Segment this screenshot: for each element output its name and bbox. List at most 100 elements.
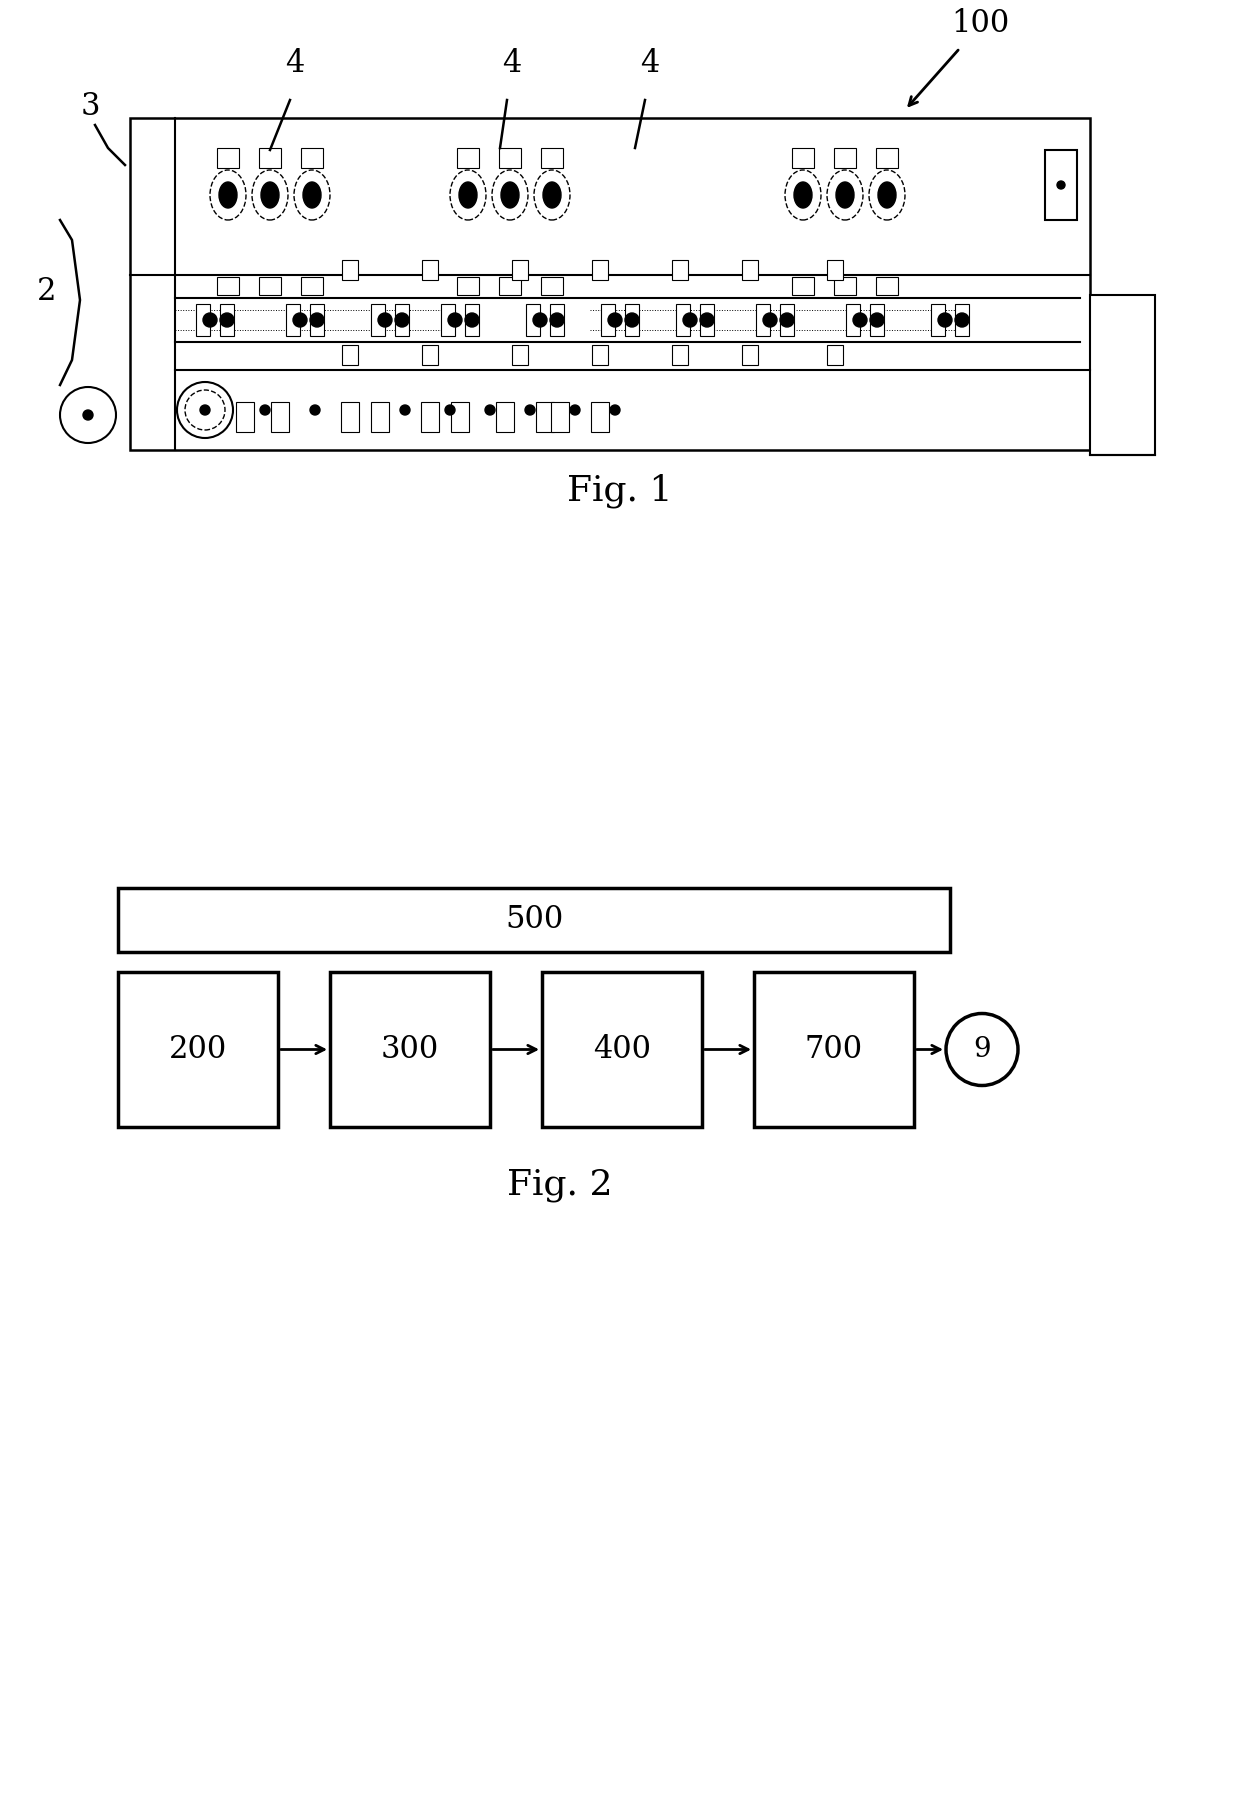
Bar [742, 346, 758, 366]
Bar [498, 277, 521, 295]
Bar [342, 346, 358, 366]
Bar [286, 304, 300, 337]
Bar [422, 402, 439, 432]
Bar [955, 304, 968, 337]
Bar [742, 259, 758, 279]
Bar [827, 259, 843, 279]
Bar [301, 148, 322, 167]
Ellipse shape [701, 313, 714, 328]
Text: 4: 4 [285, 49, 305, 79]
Ellipse shape [570, 405, 580, 414]
Ellipse shape [378, 313, 392, 328]
Circle shape [946, 1014, 1018, 1086]
Text: 4: 4 [502, 49, 522, 79]
Bar [756, 304, 770, 337]
Bar [118, 973, 278, 1127]
Bar [441, 304, 455, 337]
Bar [458, 148, 479, 167]
Bar [422, 259, 438, 279]
Ellipse shape [608, 313, 622, 328]
Bar [591, 346, 608, 366]
Bar [536, 402, 554, 432]
Ellipse shape [534, 169, 570, 220]
Bar [259, 148, 281, 167]
Bar [512, 346, 528, 366]
Ellipse shape [219, 313, 234, 328]
Ellipse shape [485, 405, 495, 414]
Ellipse shape [293, 313, 308, 328]
Bar [780, 304, 794, 337]
Ellipse shape [763, 313, 777, 328]
Circle shape [60, 387, 117, 443]
Bar [672, 346, 688, 366]
Bar [371, 304, 384, 337]
Ellipse shape [525, 405, 534, 414]
Ellipse shape [260, 405, 270, 414]
Ellipse shape [465, 313, 479, 328]
Bar [541, 148, 563, 167]
Text: 200: 200 [169, 1034, 227, 1064]
Bar [219, 304, 234, 337]
Bar [1090, 295, 1154, 456]
Ellipse shape [501, 182, 520, 207]
Ellipse shape [445, 405, 455, 414]
Ellipse shape [853, 313, 867, 328]
Bar [458, 277, 479, 295]
Bar [672, 259, 688, 279]
Ellipse shape [459, 182, 477, 207]
Ellipse shape [260, 182, 279, 207]
Text: 300: 300 [381, 1034, 439, 1064]
Ellipse shape [836, 182, 854, 207]
Text: 3: 3 [81, 92, 99, 122]
Bar [591, 259, 608, 279]
Bar [827, 346, 843, 366]
Ellipse shape [294, 169, 330, 220]
Text: 9: 9 [973, 1036, 991, 1063]
Ellipse shape [683, 313, 697, 328]
Bar [341, 402, 360, 432]
Circle shape [177, 382, 233, 438]
Bar [498, 148, 521, 167]
Bar [931, 304, 945, 337]
Ellipse shape [827, 169, 863, 220]
Bar [792, 277, 813, 295]
Ellipse shape [83, 411, 93, 420]
Bar [792, 148, 813, 167]
Ellipse shape [543, 182, 560, 207]
Bar [396, 304, 409, 337]
Ellipse shape [937, 313, 952, 328]
Ellipse shape [310, 313, 324, 328]
Bar [875, 277, 898, 295]
Bar [1045, 149, 1078, 220]
Bar [342, 259, 358, 279]
Ellipse shape [200, 405, 210, 414]
Bar [542, 973, 702, 1127]
Bar [591, 402, 609, 432]
Ellipse shape [551, 313, 564, 328]
Bar [512, 259, 528, 279]
Bar [601, 304, 615, 337]
Text: 4: 4 [640, 49, 660, 79]
Bar [310, 304, 324, 337]
Bar [625, 304, 639, 337]
Bar [330, 973, 490, 1127]
Bar [371, 402, 389, 432]
Ellipse shape [794, 182, 812, 207]
Bar [551, 304, 564, 337]
Ellipse shape [625, 313, 639, 328]
Ellipse shape [869, 169, 905, 220]
Bar [551, 402, 569, 432]
Ellipse shape [401, 405, 410, 414]
Bar [875, 148, 898, 167]
Bar [526, 304, 539, 337]
Ellipse shape [310, 405, 320, 414]
Ellipse shape [396, 313, 409, 328]
Bar [870, 304, 884, 337]
Text: 400: 400 [593, 1034, 651, 1064]
Bar [754, 973, 914, 1127]
Bar [196, 304, 210, 337]
Bar [835, 148, 856, 167]
Ellipse shape [303, 182, 321, 207]
Bar [676, 304, 689, 337]
Text: 100: 100 [951, 7, 1009, 40]
